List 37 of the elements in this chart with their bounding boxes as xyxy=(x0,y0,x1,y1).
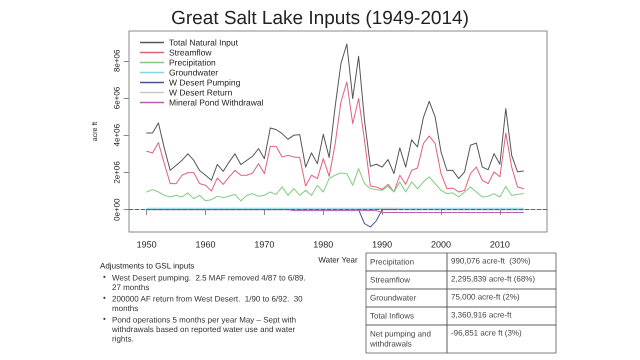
x-tick-label: 2010 xyxy=(490,240,510,250)
chart-title: Great Salt Lake Inputs (1949-2014) xyxy=(171,8,469,29)
legend-label: W Desert Return xyxy=(169,88,233,98)
text: • West Desert pumping. 2.5 MAF removed 4/87 to 6/89. 27 months xyxy=(103,272,310,292)
text: 3,360,916 acre-ft xyxy=(451,310,512,320)
text: 990,076 acre-ft (30%) xyxy=(451,256,531,266)
y-tick-label: 6e+06 xyxy=(112,86,122,110)
x-tick-label: 1990 xyxy=(372,240,392,250)
text: • Pond operations 5 months per year May – Sept with withdrawals based on reported water use and water rights. xyxy=(103,314,298,344)
text: Precipitation xyxy=(370,258,414,266)
legend-label: Mineral Pond Withdrawal xyxy=(169,98,264,108)
text: Adjustments to GSL inputs xyxy=(100,262,194,270)
text: 75,000 acre-ft (2%) xyxy=(451,292,520,302)
text: • 200000 AF return from West Desert. 1/90 to 6/92. 30 months xyxy=(103,294,305,313)
y-tick-label: 8e+06 xyxy=(112,48,122,72)
text: Net pumping and withdrawals xyxy=(369,330,434,348)
x-tick-label: 1970 xyxy=(254,240,274,250)
legend-label: W Desert Pumping xyxy=(169,78,241,88)
legend-label: Precipitation xyxy=(169,58,216,68)
x-axis-title: Water Year xyxy=(318,256,358,264)
legend-label: Groundwater xyxy=(169,68,218,78)
text: -96,851 acre ft (3%) xyxy=(451,328,522,338)
y-tick-label: 4e+06 xyxy=(112,123,122,146)
x-tick-label: 1950 xyxy=(136,240,157,250)
legend-label: Streamflow xyxy=(169,48,212,58)
text: 2,295,839 acre-ft (68%) xyxy=(451,274,536,284)
text: Streamflow xyxy=(370,276,410,284)
y-tick-label: 2e+06 xyxy=(112,160,122,184)
x-tick-label: 1960 xyxy=(196,240,216,250)
x-tick-label: 1980 xyxy=(313,240,334,250)
text: Total Inflows xyxy=(370,312,414,320)
x-tick-label: 2000 xyxy=(431,240,452,250)
line-series xyxy=(146,168,524,202)
line-series xyxy=(146,81,524,192)
legend-label: Total Natural Input xyxy=(169,38,239,48)
text: Groundwater xyxy=(370,294,417,302)
y-tick-label: 0e+00 xyxy=(112,198,122,221)
